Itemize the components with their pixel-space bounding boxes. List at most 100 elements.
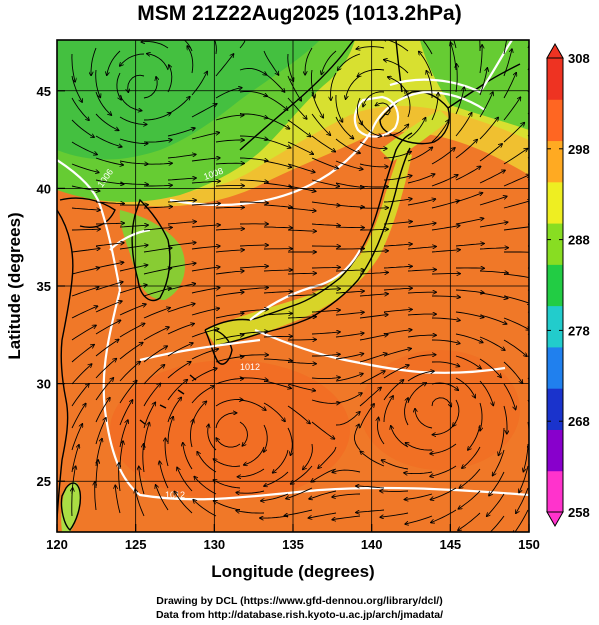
streamline-arrow: [71, 119, 94, 137]
streamline-arrow: [197, 452, 217, 473]
grid-lines: [57, 40, 529, 532]
streamline-arrow: [376, 103, 391, 116]
streamline-arrow: [359, 272, 388, 274]
streamline-arrow: [405, 90, 411, 118]
streamline-arrow: [383, 222, 412, 225]
streamline-arrow: [431, 148, 455, 165]
streamline-arrow: [263, 116, 289, 129]
streamline-arrow: [407, 118, 426, 140]
streamline-arrow: [303, 443, 313, 469]
streamline-arrow: [335, 291, 364, 293]
streamline-arrow: [191, 288, 220, 294]
streamline-arrow: [459, 490, 481, 509]
streamline-arrow: [407, 335, 436, 337]
streamline-arrow: [335, 333, 364, 338]
streamline-arrow: [214, 459, 241, 467]
streamline-arrow: [263, 94, 288, 110]
streamline-arrow: [455, 87, 464, 115]
streamline-arrow: [263, 72, 285, 92]
streamline-arrow: [383, 349, 411, 357]
streamline-arrow: [309, 490, 337, 499]
streamline-arrow: [71, 345, 94, 363]
streamline-arrow: [359, 186, 388, 187]
streamline-arrow: [363, 91, 385, 107]
streamline-arrow: [479, 380, 493, 405]
streamline-arrow: [239, 90, 267, 96]
streamline-arrow: [407, 355, 436, 360]
colorbar-top-arrow: [546, 42, 564, 59]
streamline-arrow: [288, 340, 316, 341]
streamline-arrow: [119, 138, 148, 144]
streamline-arrow: [236, 511, 265, 514]
streamline-arrow: [479, 196, 507, 206]
streamline-arrow: [359, 251, 388, 252]
y-tick-label: 35: [37, 279, 51, 294]
streamline-arrow: [191, 104, 217, 118]
streamline-arrow: [143, 227, 172, 231]
streamline-arrow: [263, 160, 291, 167]
streamline-arrow: [360, 229, 388, 230]
streamline-arrow: [431, 397, 451, 407]
streamline-arrow: [455, 113, 472, 137]
streamline-arrow: [359, 294, 388, 297]
streamline-arrow: [95, 418, 106, 445]
streamline-arrow: [456, 64, 457, 93]
colorbar-segments: [547, 58, 563, 513]
streamline-arrow: [311, 377, 340, 378]
y-tick-label: 30: [37, 377, 51, 392]
streamline-arrow: [332, 470, 361, 472]
streamline-arrow: [335, 116, 353, 139]
streamline-arrow: [356, 486, 385, 489]
streamline-arrow: [119, 362, 140, 382]
streamline-arrow: [479, 118, 498, 140]
streamline-arrow: [321, 50, 337, 74]
streamline-arrow: [455, 244, 484, 247]
streamline-arrow: [455, 333, 483, 342]
chart-title: MSM 21Z22Aug2025 (1013.2hPa): [137, 2, 462, 25]
streamline-arrow: [426, 71, 433, 98]
streamline-arrow: [407, 247, 436, 250]
streamline-arrow: [335, 227, 364, 228]
streamline-arrow: [215, 400, 243, 407]
streamline-arrow: [215, 292, 244, 297]
streamline-arrow: [95, 91, 111, 115]
streamline-arrow: [335, 204, 364, 207]
streamline-arrow: [236, 491, 265, 493]
streamline-arrow: [143, 163, 172, 164]
streamline-arrow: [335, 374, 363, 382]
streamline-arrow: [527, 89, 529, 93]
streamline-arrow: [71, 384, 89, 407]
streamline-arrow: [213, 480, 241, 489]
streamline-arrow: [95, 243, 124, 247]
streamline-arrow: [95, 359, 116, 379]
streamline-arrow: [335, 412, 360, 426]
streamline-arrow: [415, 409, 433, 429]
streamline-arrow: [480, 402, 482, 431]
streamline-arrow: [264, 424, 268, 452]
streamline-arrow: [407, 174, 435, 184]
streamline-arrow: [407, 314, 436, 315]
streamline-arrow: [311, 91, 323, 118]
streamline-arrow: [455, 377, 475, 398]
streamline-arrow: [264, 471, 289, 486]
streamline-arrow: [335, 138, 360, 153]
streamline-arrow: [191, 158, 220, 162]
streamline-arrow: [143, 268, 171, 275]
streamline-arrow: [71, 424, 82, 451]
colorbar-segment: [547, 264, 563, 307]
streamline-arrow: [460, 468, 481, 488]
streamline-arrow: [335, 354, 363, 360]
streamline-arrow: [359, 335, 388, 341]
streamline-arrow: [215, 163, 244, 164]
streamline-arrow: [479, 358, 501, 377]
y-axis: 25 30 35 40 45: [37, 84, 65, 489]
streamline-arrow: [285, 509, 313, 516]
streamline-arrow: [156, 485, 169, 511]
streamline-arrow: [431, 120, 449, 143]
streamline-arrow: [95, 378, 113, 401]
streamline-arrow: [167, 97, 190, 115]
streamline-arrow: [503, 317, 529, 330]
colorbar-segment: [547, 429, 563, 472]
streamline-arrow: [263, 336, 292, 337]
streamline-arrow: [239, 67, 266, 74]
